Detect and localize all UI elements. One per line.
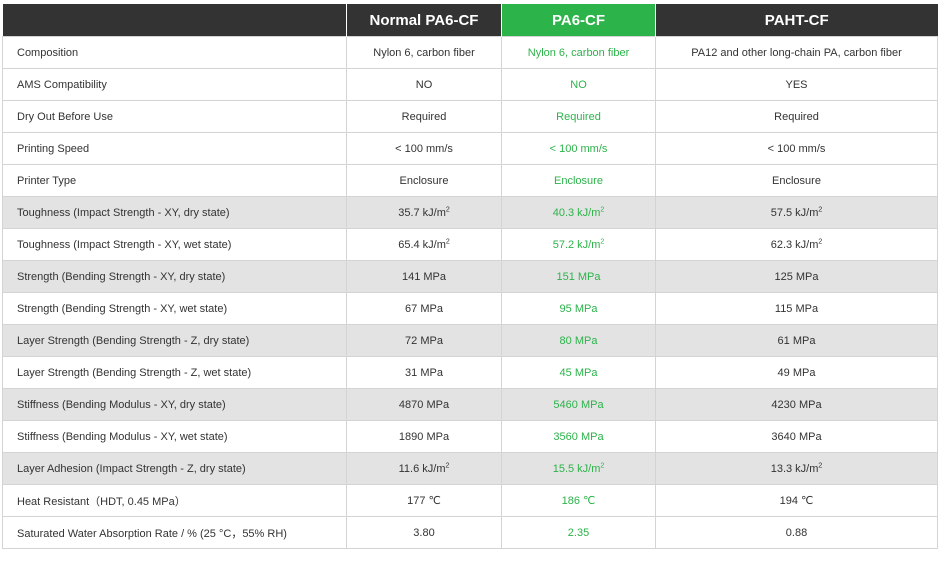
row-label: Printing Speed [2,132,347,165]
value-paht-cf: 57.5 kJ/m2 [655,196,938,229]
row-label: Dry Out Before Use [2,100,347,133]
value-paht-cf: 4230 MPa [655,388,938,421]
value-normal-pa6-cf: 4870 MPa [346,388,502,421]
table-row: Toughness (Impact Strength - XY, dry sta… [2,196,938,229]
table-row: Composition Nylon 6, carbon fiber Nylon 6,… [2,36,938,69]
value-pa6-cf: 5460 MPa [501,388,656,421]
value-normal-pa6-cf: 1890 MPa [346,420,502,453]
table-row: Strength (Bending Strength - XY, wet sta… [2,292,938,325]
row-label: Stiffness (Bending Modulus - XY, dry sta… [2,388,347,421]
value-normal-pa6-cf: 177 ℃ [346,484,502,517]
value-pa6-cf: 15.5 kJ/m2 [501,452,656,485]
row-label: Heat Resistant（HDT, 0.45 MPa） [2,484,347,517]
row-label: Strength (Bending Strength - XY, wet sta… [2,292,347,325]
value-normal-pa6-cf: 65.4 kJ/m2 [346,228,502,261]
value-pa6-cf: 151 MPa [501,260,656,293]
table-row: Printer Type Enclosure Enclosure Enclosure [2,164,938,197]
header-paht-cf: PAHT-CF [655,4,938,37]
value-pa6-cf: 57.2 kJ/m2 [501,228,656,261]
value-paht-cf: 49 MPa [655,356,938,389]
value-pa6-cf: 186 ℃ [501,484,656,517]
value-normal-pa6-cf: 141 MPa [346,260,502,293]
row-label: Composition [2,36,347,69]
value-paht-cf: Enclosure [655,164,938,197]
row-label: Printer Type [2,164,347,197]
value-normal-pa6-cf: NO [346,68,502,101]
value-normal-pa6-cf: < 100 mm/s [346,132,502,165]
row-label: Layer Strength (Bending Strength - Z, dr… [2,324,347,357]
table-row: Heat Resistant（HDT, 0.45 MPa） 177 ℃ 186 ℃ 1… [2,484,938,517]
value-paht-cf: 62.3 kJ/m2 [655,228,938,261]
table-header-row: Normal PA6-CF PA6-CF PAHT-CF [2,4,938,37]
table-row: Saturated Water Absorption Rate / % (25 … [2,516,938,549]
header-normal-pa6-cf: Normal PA6-CF [346,4,502,37]
row-label: Saturated Water Absorption Rate / % (25 … [2,516,347,549]
table-row: Layer Adhesion (Impact Strength - Z, dry… [2,452,938,485]
header-blank-cell [2,4,347,37]
value-paht-cf: 194 ℃ [655,484,938,517]
table-row: Layer Strength (Bending Strength - Z, we… [2,356,938,389]
value-paht-cf: 125 MPa [655,260,938,293]
value-pa6-cf: 80 MPa [501,324,656,357]
value-pa6-cf: 95 MPa [501,292,656,325]
value-pa6-cf: NO [501,68,656,101]
value-normal-pa6-cf: 11.6 kJ/m2 [346,452,502,485]
table-body: Composition Nylon 6, carbon fiber Nylon 6,… [2,36,938,549]
row-label: Stiffness (Bending Modulus - XY, wet sta… [2,420,347,453]
table-row: Layer Strength (Bending Strength - Z, dr… [2,324,938,357]
value-normal-pa6-cf: Enclosure [346,164,502,197]
table-row: Stiffness (Bending Modulus - XY, wet sta… [2,420,938,453]
value-pa6-cf: 45 MPa [501,356,656,389]
value-normal-pa6-cf: Required [346,100,502,133]
row-label: Layer Strength (Bending Strength - Z, we… [2,356,347,389]
value-pa6-cf: 2.35 [501,516,656,549]
value-paht-cf: 13.3 kJ/m2 [655,452,938,485]
value-paht-cf: 3640 MPa [655,420,938,453]
value-paht-cf: 0.88 [655,516,938,549]
comparison-table-container: Normal PA6-CF PA6-CF PAHT-CF Composition… [2,4,938,549]
header-pa6-cf: PA6-CF [501,4,656,37]
value-normal-pa6-cf: 72 MPa [346,324,502,357]
table-row: Dry Out Before Use Required Required Requir… [2,100,938,133]
value-paht-cf: Required [655,100,938,133]
table-row: Printing Speed < 100 mm/s < 100 mm/s < 100 … [2,132,938,165]
value-paht-cf: 115 MPa [655,292,938,325]
value-normal-pa6-cf: 67 MPa [346,292,502,325]
value-pa6-cf: 3560 MPa [501,420,656,453]
row-label: Strength (Bending Strength - XY, dry sta… [2,260,347,293]
table-row: Strength (Bending Strength - XY, dry sta… [2,260,938,293]
value-pa6-cf: Enclosure [501,164,656,197]
value-normal-pa6-cf: 31 MPa [346,356,502,389]
row-label: Layer Adhesion (Impact Strength - Z, dry… [2,452,347,485]
value-normal-pa6-cf: Nylon 6, carbon fiber [346,36,502,69]
row-label: Toughness (Impact Strength - XY, dry sta… [2,196,347,229]
value-pa6-cf: < 100 mm/s [501,132,656,165]
row-label: Toughness (Impact Strength - XY, wet sta… [2,228,347,261]
value-paht-cf: < 100 mm/s [655,132,938,165]
comparison-table: Normal PA6-CF PA6-CF PAHT-CF Composition… [2,4,938,549]
value-normal-pa6-cf: 35.7 kJ/m2 [346,196,502,229]
value-pa6-cf: Required [501,100,656,133]
table-row: Toughness (Impact Strength - XY, wet sta… [2,228,938,261]
value-paht-cf: PA12 and other long-chain PA, carbon fib… [655,36,938,69]
value-normal-pa6-cf: 3.80 [346,516,502,549]
table-row: AMS Compatibility NO NO YES [2,68,938,101]
value-pa6-cf: Nylon 6, carbon fiber [501,36,656,69]
value-paht-cf: 61 MPa [655,324,938,357]
value-paht-cf: YES [655,68,938,101]
row-label: AMS Compatibility [2,68,347,101]
table-row: Stiffness (Bending Modulus - XY, dry sta… [2,388,938,421]
value-pa6-cf: 40.3 kJ/m2 [501,196,656,229]
